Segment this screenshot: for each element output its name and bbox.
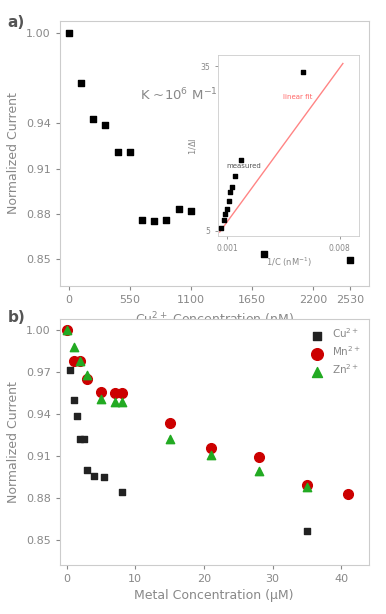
Point	[300, 67, 306, 77]
Text: a): a)	[8, 15, 25, 30]
Cu$^{2+}$	[304, 526, 310, 536]
Point	[78, 78, 84, 88]
X-axis label: Cu$^{2+}$ Concentration (nM): Cu$^{2+}$ Concentration (nM)	[135, 310, 294, 328]
Point	[217, 223, 223, 233]
Zn$^{2+}$	[98, 394, 104, 404]
Point	[232, 171, 238, 181]
Zn$^{2+}$	[166, 434, 173, 444]
Mn$^{2+}$	[119, 388, 125, 398]
Y-axis label: Normalized Current: Normalized Current	[7, 381, 20, 503]
Cu$^{2+}$	[91, 471, 97, 481]
Text: K ~10$^6$ M$^{-1}$: K ~10$^6$ M$^{-1}$	[140, 87, 218, 104]
Mn$^{2+}$	[304, 480, 310, 490]
Point	[163, 214, 169, 224]
Legend: Cu$^{2+}$, Mn$^{2+}$, Zn$^{2+}$: Cu$^{2+}$, Mn$^{2+}$, Zn$^{2+}$	[304, 324, 364, 378]
Point	[115, 147, 121, 157]
X-axis label: Metal Concentration (μM): Metal Concentration (μM)	[134, 589, 294, 602]
Point	[225, 196, 232, 206]
Cu$^{2+}$	[67, 365, 73, 375]
Point	[102, 120, 108, 130]
Point	[224, 204, 230, 214]
Zn$^{2+}$	[64, 325, 70, 335]
Text: measured: measured	[226, 163, 261, 169]
Point	[66, 29, 72, 39]
Point	[229, 182, 235, 192]
Mn$^{2+}$	[256, 453, 262, 462]
Cu$^{2+}$	[84, 465, 90, 475]
Zn$^{2+}$	[256, 467, 262, 476]
Mn$^{2+}$	[71, 356, 77, 366]
Cu$^{2+}$	[74, 411, 80, 421]
Mn$^{2+}$	[64, 325, 70, 335]
Cu$^{2+}$	[71, 395, 77, 405]
Point	[238, 155, 244, 165]
Zn$^{2+}$	[304, 482, 310, 492]
Point	[188, 206, 194, 216]
Point	[90, 114, 96, 124]
Point	[151, 216, 157, 226]
Mn$^{2+}$	[77, 356, 83, 366]
Point	[139, 214, 145, 224]
Cu$^{2+}$	[64, 325, 70, 335]
X-axis label: 1/C (nM$^{-1}$): 1/C (nM$^{-1}$)	[266, 256, 312, 269]
Y-axis label: 1/$\Delta$I: 1/$\Delta$I	[187, 137, 198, 155]
Y-axis label: Normalized Current: Normalized Current	[7, 93, 20, 214]
Zn$^{2+}$	[77, 356, 83, 366]
Mn$^{2+}$	[112, 388, 118, 398]
Point	[222, 209, 229, 219]
Point	[127, 147, 133, 157]
Zn$^{2+}$	[119, 397, 125, 406]
Zn$^{2+}$	[71, 342, 77, 352]
Cu$^{2+}$	[102, 472, 108, 482]
Mn$^{2+}$	[98, 387, 104, 397]
Point	[221, 215, 227, 225]
Mn$^{2+}$	[208, 443, 214, 453]
Zn$^{2+}$	[208, 449, 214, 459]
Cu$^{2+}$	[77, 434, 83, 444]
Point	[227, 187, 233, 197]
Point	[261, 249, 267, 259]
Text: b): b)	[8, 310, 25, 325]
Cu$^{2+}$	[119, 488, 125, 497]
Cu$^{2+}$	[81, 434, 87, 444]
Mn$^{2+}$	[84, 375, 90, 384]
Point	[347, 255, 353, 265]
Zn$^{2+}$	[112, 397, 118, 406]
Zn$^{2+}$	[84, 370, 90, 380]
Mn$^{2+}$	[345, 489, 351, 499]
Text: linear fit: linear fit	[283, 94, 313, 100]
Point	[176, 204, 182, 214]
Mn$^{2+}$	[166, 418, 173, 427]
